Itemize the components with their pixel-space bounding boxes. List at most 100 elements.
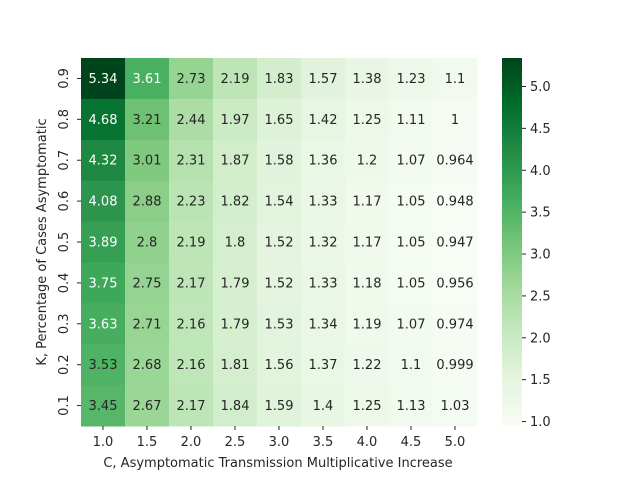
x-tick-label: 2.0 <box>181 435 202 450</box>
cell-value-label: 1.32 <box>309 236 338 251</box>
heatmap-cell <box>125 262 170 304</box>
heatmap-cell <box>81 139 126 182</box>
cell-value-label: 2.73 <box>177 72 206 87</box>
cell-value-label: 1.65 <box>265 113 294 128</box>
heatmap-cell <box>433 180 478 223</box>
heatmap-cell <box>169 98 214 141</box>
heatmap-cell <box>301 303 346 345</box>
cell-value-label: 2.17 <box>177 276 206 291</box>
y-tick-label: 0.2 <box>57 354 72 375</box>
cell-value-label: 0.956 <box>436 276 473 291</box>
colorbar-tick-label: 5.0 <box>530 80 551 95</box>
heatmap-cell <box>257 262 302 304</box>
cell-value-label: 1.83 <box>265 72 294 87</box>
colorbar-tick-label: 3.0 <box>530 248 551 263</box>
colorbar-tick-label: 1.0 <box>530 415 551 430</box>
y-tick-label: 0.8 <box>57 109 72 130</box>
cell-value-label: 2.17 <box>177 399 206 414</box>
cell-value-label: 1.11 <box>397 113 426 128</box>
cell-value-label: 1.82 <box>221 195 250 210</box>
colorbar-tick-label: 2.5 <box>530 289 551 304</box>
heatmap-cell <box>433 139 478 182</box>
x-tick-label: 5.0 <box>445 435 466 450</box>
heatmap-cell <box>301 98 346 141</box>
heatmap-cell <box>433 344 478 386</box>
heatmap-cell <box>389 262 434 304</box>
cell-value-label: 1.17 <box>353 195 382 210</box>
colorbar-tick-label: 3.5 <box>530 206 551 221</box>
heatmap-cell <box>125 303 170 345</box>
cell-value-label: 0.974 <box>436 317 473 332</box>
heatmap-cell <box>81 303 126 345</box>
heatmap-cell <box>257 303 302 345</box>
heatmap-cell <box>257 139 302 182</box>
heatmap-cell <box>125 98 170 141</box>
heatmap-cell <box>301 139 346 182</box>
heatmap-cell <box>125 221 170 263</box>
heatmap-cell <box>389 58 434 100</box>
heatmap-cell <box>301 385 346 427</box>
heatmap-cell <box>433 58 478 100</box>
heatmap-cell <box>345 58 390 100</box>
heatmap-cell <box>301 180 346 223</box>
colorbar-tick-label: 4.5 <box>530 122 551 137</box>
heatmap-cell <box>389 344 434 386</box>
cell-value-label: 3.61 <box>133 72 162 87</box>
cell-value-label: 2.8 <box>137 236 158 251</box>
heatmap-cell <box>169 303 214 345</box>
heatmap-cells: 5.34 3.61 2.73 2.19 1.83 1.57 1.38 1.23 1.1 4.68 3… <box>81 58 478 427</box>
cell-value-label: 3.53 <box>89 358 118 373</box>
cell-value-label: 1.37 <box>309 358 338 373</box>
heatmap-cell <box>169 139 214 182</box>
cell-value-label: 1.1 <box>401 358 422 373</box>
heatmap-cell <box>125 180 170 223</box>
x-tick-label: 3.5 <box>313 435 334 450</box>
cell-value-label: 3.63 <box>89 317 118 332</box>
heatmap-cell <box>301 58 346 100</box>
cell-value-label: 1.05 <box>397 236 426 251</box>
cell-value-label: 1.05 <box>397 276 426 291</box>
cell-value-label: 1.53 <box>265 317 294 332</box>
cell-value-label: 1.84 <box>221 399 250 414</box>
cell-value-label: 3.21 <box>133 113 162 128</box>
cell-value-label: 1.79 <box>221 276 250 291</box>
cell-value-label: 1.81 <box>221 358 250 373</box>
heatmap-cell <box>213 98 258 141</box>
cell-value-label: 1.54 <box>265 195 294 210</box>
heatmap-cell <box>213 180 258 223</box>
heatmap-cell <box>257 58 302 100</box>
cell-value-label: 1.07 <box>397 317 426 332</box>
y-tick-label: 0.5 <box>57 232 72 253</box>
heatmap-cell <box>257 221 302 263</box>
cell-value-label: 2.75 <box>133 276 162 291</box>
cell-value-label: 2.68 <box>133 358 162 373</box>
cell-value-label: 2.44 <box>177 113 206 128</box>
cell-value-label: 1.33 <box>309 276 338 291</box>
heatmap-cell <box>389 221 434 263</box>
x-tick-label: 4.0 <box>357 435 378 450</box>
cell-value-label: 1.03 <box>441 399 470 414</box>
heatmap-cell <box>81 180 126 223</box>
cell-value-label: 1.13 <box>397 399 426 414</box>
heatmap-cell <box>257 98 302 141</box>
cell-value-label: 1.79 <box>221 317 250 332</box>
cell-value-label: 0.947 <box>436 236 473 251</box>
cell-value-label: 1.18 <box>353 276 382 291</box>
heatmap-cell <box>345 139 390 182</box>
heatmap-cell <box>81 221 126 263</box>
heatmap-cell <box>345 303 390 345</box>
cell-value-label: 1.33 <box>309 195 338 210</box>
x-tick-label: 3.0 <box>269 435 290 450</box>
cell-value-label: 1.22 <box>353 358 382 373</box>
cell-value-label: 1.56 <box>265 358 294 373</box>
cell-value-label: 1.52 <box>265 236 294 251</box>
heatmap-cell <box>213 139 258 182</box>
heatmap-cell <box>433 303 478 345</box>
cell-value-label: 1.4 <box>313 399 334 414</box>
colorbar-tick-label: 1.5 <box>530 373 551 388</box>
cell-value-label: 0.948 <box>436 195 473 210</box>
heatmap-cell <box>169 344 214 386</box>
heatmap-cell <box>125 344 170 386</box>
heatmap-cell <box>433 221 478 263</box>
